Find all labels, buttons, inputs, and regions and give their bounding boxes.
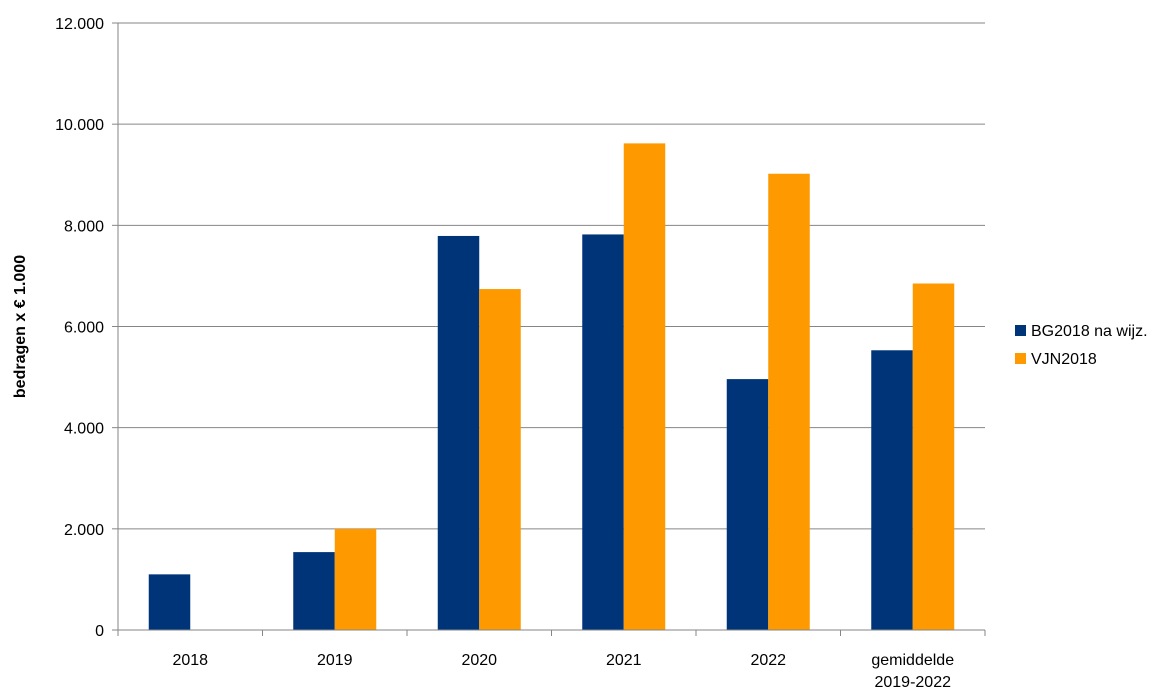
y-tick-labels: 0 2.000 4.000 6.000 8.000 10.000 12.000 — [55, 16, 118, 640]
bar-series2 — [768, 173, 810, 630]
bar-series1 — [148, 574, 191, 630]
y-tick-label: 12.000 — [55, 16, 104, 33]
legend-label: BG2018 na wijz. — [1031, 323, 1148, 340]
bar-series1 — [293, 552, 335, 630]
bar-series2 — [334, 528, 377, 630]
x-tick-label: gemiddelde 2019-2022 — [871, 652, 954, 691]
bar-series1 — [582, 234, 624, 630]
x-tick-label: 2020 — [461, 652, 497, 669]
bar-series1 — [871, 350, 913, 630]
y-tick-label: 0 — [95, 623, 104, 640]
x-tick-label: 2019 — [317, 652, 353, 669]
bar-series2 — [912, 283, 955, 630]
x-tick-label: 2021 — [606, 652, 642, 669]
bar-series2 — [479, 289, 521, 630]
bar-series1 — [437, 235, 480, 631]
legend-label: VJN2018 — [1031, 351, 1097, 368]
y-tick-label: 4.000 — [64, 421, 104, 438]
y-tick-label: 6.000 — [64, 320, 104, 337]
x-tick-labels: 2018 2019 2020 2021 2022 gemiddelde 2019-2022 — [117, 630, 986, 691]
y-tick-label: 8.000 — [64, 218, 104, 235]
x-tick-label: 2022 — [750, 652, 786, 669]
gridlines — [118, 22, 985, 530]
legend-swatch — [1015, 325, 1026, 336]
x-tick-label: 2018 — [172, 652, 208, 669]
bar-series2 — [623, 143, 666, 630]
y-tick-label: 10.000 — [55, 117, 104, 134]
bars — [148, 143, 955, 631]
legend-swatch — [1015, 353, 1026, 364]
bar-series1 — [726, 379, 769, 630]
y-axis-label: bedragen x € 1.000 — [12, 255, 29, 398]
legend: BG2018 na wijz. VJN2018 — [1015, 323, 1148, 368]
y-tick-label: 2.000 — [64, 522, 104, 539]
